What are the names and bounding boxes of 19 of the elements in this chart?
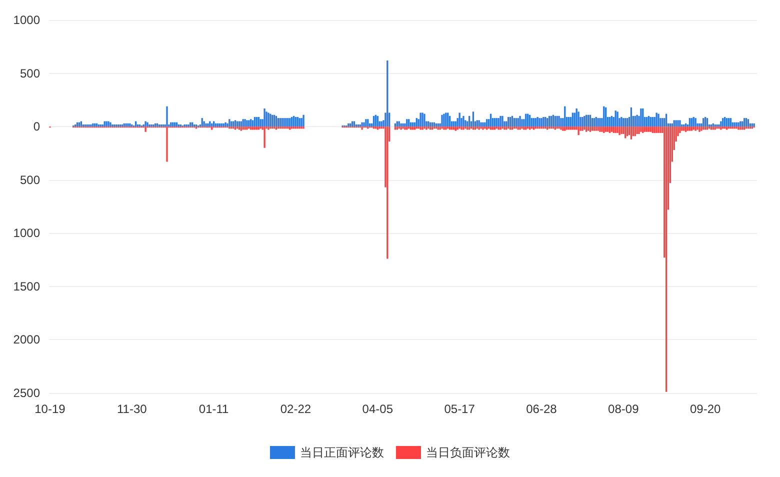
legend-label: 当日负面评论数: [426, 446, 510, 460]
y-tick-label: 1000: [13, 226, 40, 240]
y-tick-label: 2500: [13, 386, 40, 400]
x-tick-label: 11-30: [116, 402, 148, 416]
y-tick-label: 500: [20, 66, 40, 80]
x-tick-label: 02-22: [280, 402, 312, 416]
x-tick-label: 08-09: [608, 402, 640, 416]
y-tick-label: 2000: [13, 332, 40, 347]
x-tick-label: 05-17: [444, 402, 476, 416]
y-tick-label: 500: [20, 172, 40, 187]
y-tick-label: 1000: [13, 13, 40, 27]
x-tick-label: 04-05: [362, 402, 394, 416]
x-tick-label: 06-28: [526, 402, 558, 416]
x-tick-label: 01-11: [198, 402, 230, 416]
y-tick-label: 1500: [13, 279, 40, 294]
x-tick-label: 09-20: [690, 402, 721, 416]
y-tick-label: 0: [33, 120, 40, 134]
x-tick-label: 10-19: [34, 402, 66, 416]
legend-label: 当日正面评论数: [300, 446, 384, 460]
